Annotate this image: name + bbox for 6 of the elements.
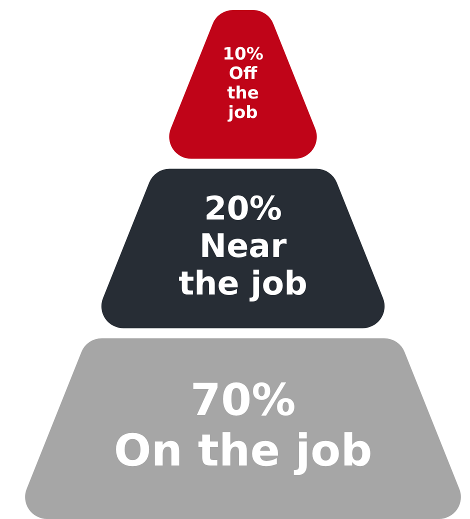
category-label: On the job (114, 425, 372, 476)
data-label: 10% (222, 44, 264, 64)
data-label: 20% (204, 190, 282, 228)
category-label: Off the job (227, 64, 259, 124)
data-label: 70% (190, 374, 296, 426)
category-label: Near the job (178, 226, 308, 302)
